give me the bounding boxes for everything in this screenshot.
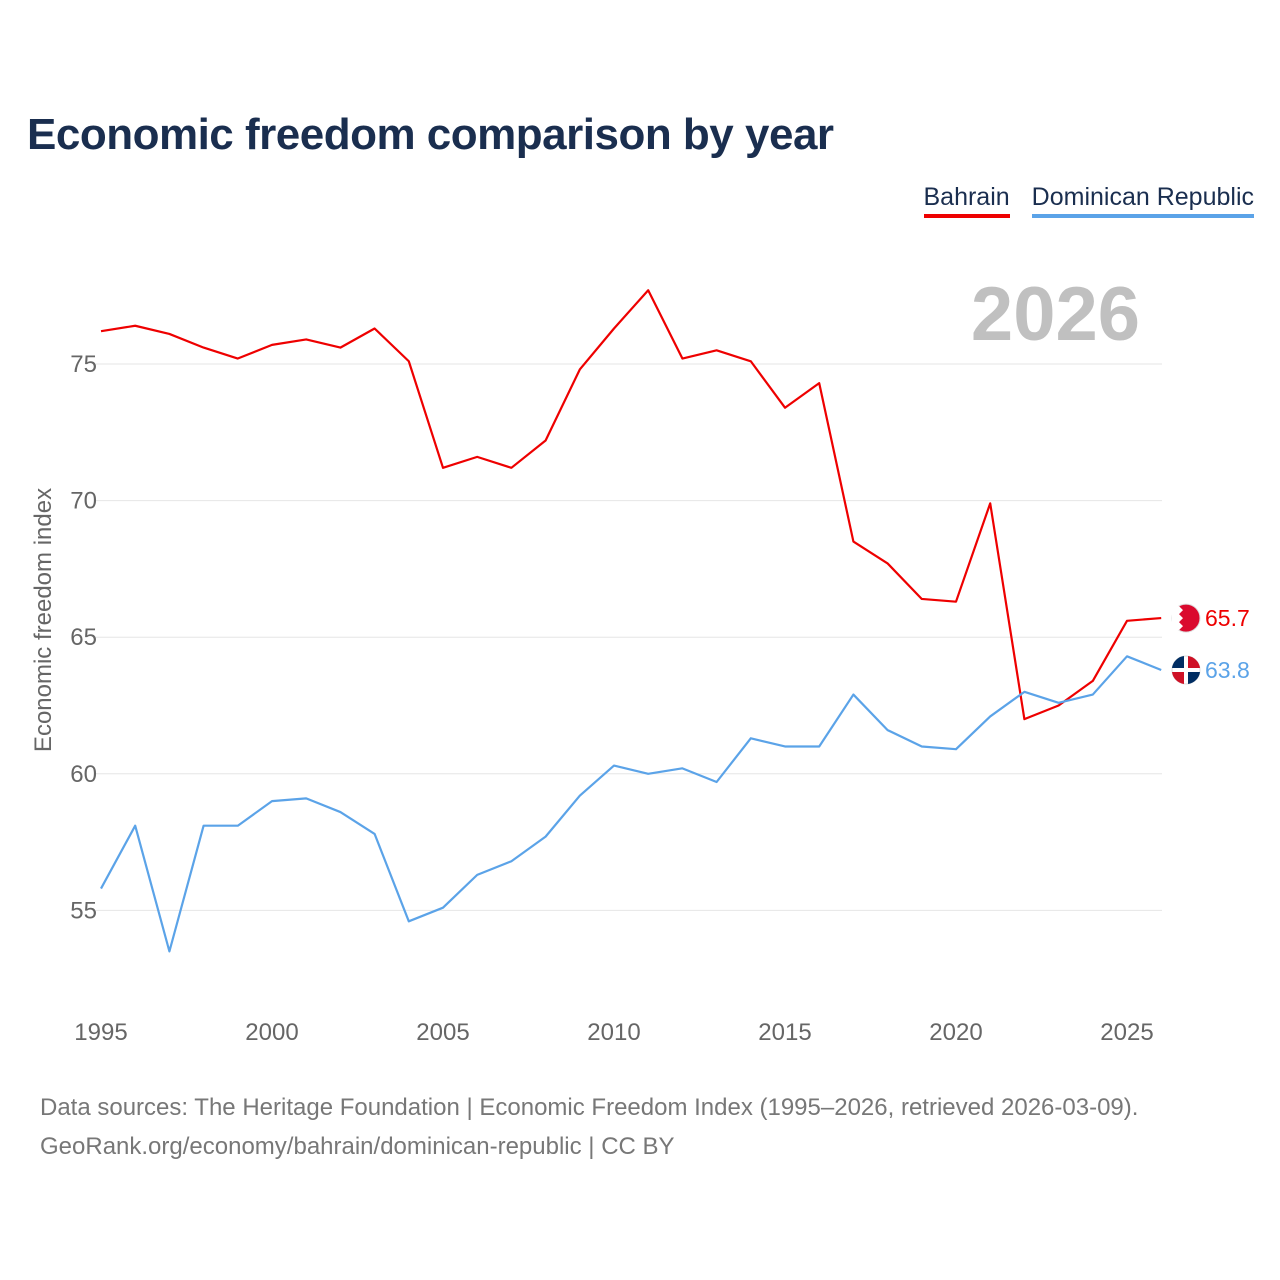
legend-bahrain[interactable]: Bahrain	[923, 183, 1010, 218]
flag-quadrant	[1172, 671, 1184, 684]
y-tick-label: 75	[70, 351, 97, 378]
y-tick-label: 70	[70, 488, 97, 515]
y-tick-label: 65	[70, 624, 97, 651]
y-axis-label: Economic freedom index	[30, 488, 57, 752]
flag-quadrant	[1188, 655, 1200, 668]
source-line-1: Data sources: The Heritage Foundation | …	[40, 1094, 1139, 1121]
flag-quadrant	[1172, 655, 1184, 668]
series-line-bahrain	[100, 289, 1162, 721]
legend-dominican-republic[interactable]: Dominican Republic	[1031, 183, 1254, 218]
current-year-label: 2026	[971, 272, 1140, 357]
x-tick-label: 2025	[1100, 1019, 1153, 1046]
source-note: Data sources: The Heritage Foundation | …	[40, 1088, 1138, 1166]
source-line-2[interactable]: GeoRank.org/economy/bahrain/dominican-re…	[40, 1133, 675, 1160]
y-tick-label: 60	[70, 761, 97, 788]
x-tick-label: 2010	[587, 1019, 640, 1046]
end-value-label: 63.8	[1205, 657, 1250, 683]
x-tick-label: 2020	[929, 1019, 982, 1046]
series-line-dominican-republic	[100, 655, 1162, 953]
x-tick-label: 2000	[245, 1019, 298, 1046]
chart-title: Economic freedom comparison by year	[27, 110, 834, 159]
y-tick-label: 55	[70, 897, 97, 924]
x-tick-label: 1995	[74, 1019, 127, 1046]
flag-quadrant	[1188, 671, 1200, 684]
end-value-label: 65.7	[1205, 605, 1250, 631]
legend: Bahrain Dominican Republic	[923, 183, 1254, 218]
x-tick-label: 2015	[758, 1019, 811, 1046]
flag-stripe	[1172, 606, 1183, 631]
x-tick-label: 2005	[416, 1019, 469, 1046]
